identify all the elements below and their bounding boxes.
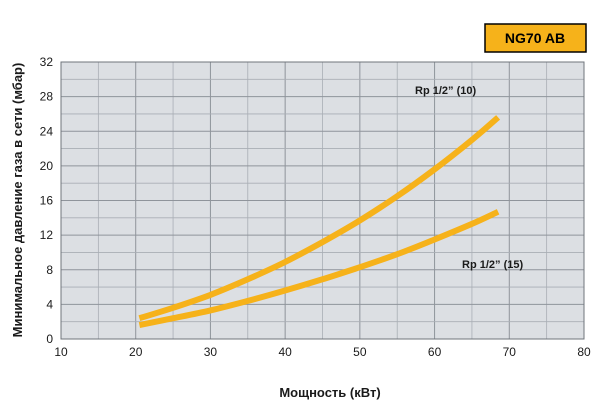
y-tick-label: 16 <box>40 194 54 208</box>
y-tick-label: 4 <box>46 297 53 311</box>
chart-title-badge <box>484 23 587 53</box>
series-line-rp-15 <box>138 209 500 329</box>
series-label-rp-15: Rp 1/2” (15) <box>462 259 523 271</box>
x-tick-label: 40 <box>278 345 292 359</box>
series-label-rp-10: Rp 1/2” (10) <box>415 85 476 97</box>
x-tick-label: 60 <box>428 345 442 359</box>
y-tick-label: 32 <box>40 55 54 69</box>
x-tick-label: 10 <box>54 345 68 359</box>
y-tick-label: 8 <box>46 263 53 277</box>
y-tick-label: 20 <box>40 159 54 173</box>
y-tick-label: 12 <box>40 228 54 242</box>
y-axis-title: Минимальное давление газа в сети (мбар) <box>10 63 25 338</box>
tick-labels: 10 20 30 40 50 60 70 80 0 4 8 12 16 20 24 28 32 <box>40 55 591 359</box>
y-tick-label: 28 <box>40 90 54 104</box>
chart-title: NG70 AB <box>505 30 565 46</box>
series-layer <box>138 115 501 329</box>
x-tick-label: 20 <box>129 345 143 359</box>
series-line-rp-10 <box>138 115 501 322</box>
grid <box>60 61 585 340</box>
x-tick-label: 30 <box>204 345 218 359</box>
plot-frame <box>60 61 585 340</box>
y-tick-label: 24 <box>40 124 54 138</box>
x-tick-label: 50 <box>353 345 367 359</box>
y-tick-label: 0 <box>46 332 53 346</box>
x-axis-title: Мощность (кВт) <box>279 385 380 400</box>
x-tick-label: 80 <box>577 345 591 359</box>
x-tick-label: 70 <box>503 345 517 359</box>
